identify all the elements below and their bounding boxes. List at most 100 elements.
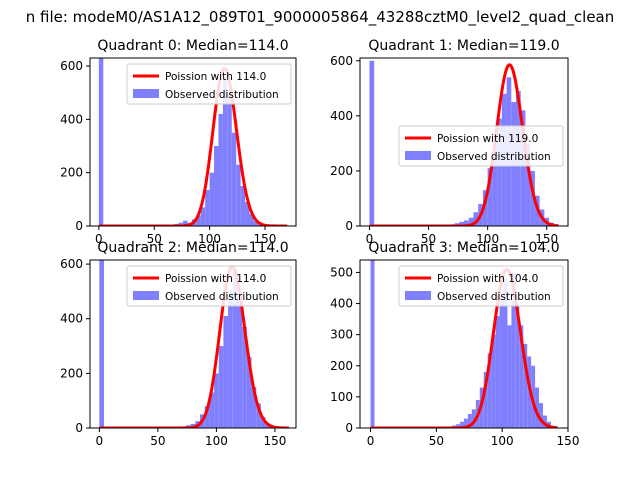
legend-hist-swatch bbox=[133, 291, 159, 300]
hist-bar bbox=[520, 110, 526, 226]
hist-bar bbox=[473, 212, 479, 226]
legend-label-line: Poission with 114.0 bbox=[165, 71, 266, 83]
hist-bar bbox=[236, 164, 241, 226]
x-tick-label: 100 bbox=[205, 434, 228, 448]
x-tick-label: 150 bbox=[535, 232, 558, 246]
y-tick-label: 400 bbox=[330, 297, 353, 311]
plot-area bbox=[99, 260, 290, 428]
y-tick-label: 300 bbox=[330, 328, 353, 342]
legend: Poission with 114.0 Observed distribution bbox=[126, 63, 292, 105]
hist-bar bbox=[539, 403, 543, 428]
subplot-1: 0 50 100 150 0 200 400 600 Quadrant 1: Median=11… bbox=[330, 38, 569, 246]
plot-area bbox=[370, 260, 558, 428]
hist-bar bbox=[459, 221, 464, 226]
legend-label-hist: Observed distribution bbox=[165, 291, 279, 303]
y-tick-label: 400 bbox=[330, 109, 353, 123]
hist-bar bbox=[491, 334, 496, 428]
legend-frame bbox=[398, 125, 564, 167]
subplot-2: 0 50 100 150 0 200 400 600 Quadrant 2: Median=11… bbox=[60, 240, 297, 448]
hist-bar bbox=[242, 326, 247, 428]
hist-bar bbox=[98, 58, 104, 226]
hist-bar bbox=[205, 190, 210, 226]
x-tick-label: 50 bbox=[429, 434, 444, 448]
subplot-title: Quadrant 0: Median=114.0 bbox=[97, 38, 288, 54]
hist-bar bbox=[370, 260, 375, 428]
hist-bar bbox=[209, 392, 215, 428]
legend-frame bbox=[126, 63, 292, 105]
y-tick-label: 500 bbox=[330, 265, 353, 279]
poisson-line bbox=[99, 265, 290, 428]
x-tick-label: 150 bbox=[263, 434, 286, 448]
hist-bar bbox=[482, 190, 488, 226]
figure-suptitle: n file: modeM0/AS1A12_089T01_9000005864_… bbox=[26, 8, 615, 27]
hist-bar bbox=[535, 387, 540, 428]
y-tick-label: 400 bbox=[60, 112, 83, 126]
legend: Poission with 114.0 Observed distribution bbox=[126, 265, 292, 307]
legend-label-line: Poission with 104.0 bbox=[437, 273, 538, 285]
hist-bar bbox=[249, 214, 254, 226]
legend-label-line: Poission with 119.0 bbox=[437, 133, 538, 145]
hist-bar bbox=[231, 132, 237, 226]
x-tick-label: 0 bbox=[96, 434, 104, 448]
y-tick-label: 0 bbox=[345, 421, 353, 435]
y-tick-label: 600 bbox=[330, 54, 353, 68]
hist-bar bbox=[525, 143, 531, 226]
hist-bar bbox=[228, 291, 233, 428]
hist-bar bbox=[218, 346, 224, 428]
hist-bar bbox=[497, 118, 502, 226]
hist-bar bbox=[464, 220, 469, 226]
hist-bar bbox=[222, 76, 228, 226]
hist-bar bbox=[503, 278, 508, 428]
hist-bar bbox=[227, 95, 232, 226]
x-tick-label: 100 bbox=[476, 232, 499, 246]
x-tick-label: 0 bbox=[367, 434, 375, 448]
legend: Poission with 119.0 Observed distribution bbox=[398, 125, 564, 167]
y-tick-label: 600 bbox=[60, 59, 83, 73]
hist-bar bbox=[468, 217, 474, 226]
poisson-line bbox=[370, 267, 558, 428]
legend-frame bbox=[126, 265, 292, 307]
hist-bar bbox=[260, 417, 266, 428]
legend-label-line: Poission with 114.0 bbox=[165, 273, 266, 285]
hist-bar bbox=[499, 297, 504, 428]
poisson-line bbox=[98, 67, 288, 226]
hist-bar bbox=[218, 114, 223, 226]
x-tick-label: 50 bbox=[150, 434, 165, 448]
x-tick-label: 100 bbox=[198, 232, 221, 246]
hist-bar bbox=[214, 373, 219, 428]
hist-bar bbox=[523, 344, 528, 428]
axes-frame bbox=[89, 57, 297, 227]
hist-bar bbox=[209, 172, 215, 226]
legend-label-hist: Observed distribution bbox=[165, 89, 279, 101]
legend-hist-swatch bbox=[133, 89, 159, 98]
y-tick-label: 200 bbox=[330, 164, 353, 178]
hist-bar bbox=[464, 418, 468, 428]
hist-bar bbox=[223, 316, 229, 428]
hist-bar bbox=[530, 170, 535, 226]
hist-bar bbox=[467, 414, 472, 428]
hist-bar bbox=[178, 222, 184, 226]
x-tick-label: 50 bbox=[421, 232, 436, 246]
legend: Poission with 104.0 Observed distribution bbox=[398, 265, 564, 307]
hist-bar bbox=[214, 146, 219, 226]
axes-frame bbox=[359, 57, 569, 227]
y-tick-label: 100 bbox=[330, 390, 353, 404]
hist-bar bbox=[487, 353, 492, 428]
hist-bar bbox=[456, 424, 461, 428]
hist-bar bbox=[246, 356, 252, 428]
hist-bar bbox=[245, 202, 250, 226]
subplot-3: 0 50 100 150 0 100 200 300 400 500 Quadrant 3: Med… bbox=[330, 240, 579, 448]
x-tick-label: 100 bbox=[491, 434, 514, 448]
hist-bar bbox=[471, 409, 476, 428]
y-tick-label: 200 bbox=[60, 366, 83, 380]
hist-bar bbox=[256, 403, 261, 428]
hist-bar bbox=[204, 406, 210, 428]
x-tick-label: 0 bbox=[366, 232, 374, 246]
legend-label-hist: Observed distribution bbox=[437, 151, 551, 163]
hist-bar bbox=[232, 269, 238, 428]
hist-bar bbox=[492, 146, 498, 226]
axes-frame bbox=[89, 259, 297, 429]
hist-bar bbox=[507, 325, 512, 428]
subplot-0: 0 50 100 150 0 200 400 600 Quadrant 0: Median=11… bbox=[60, 38, 297, 246]
